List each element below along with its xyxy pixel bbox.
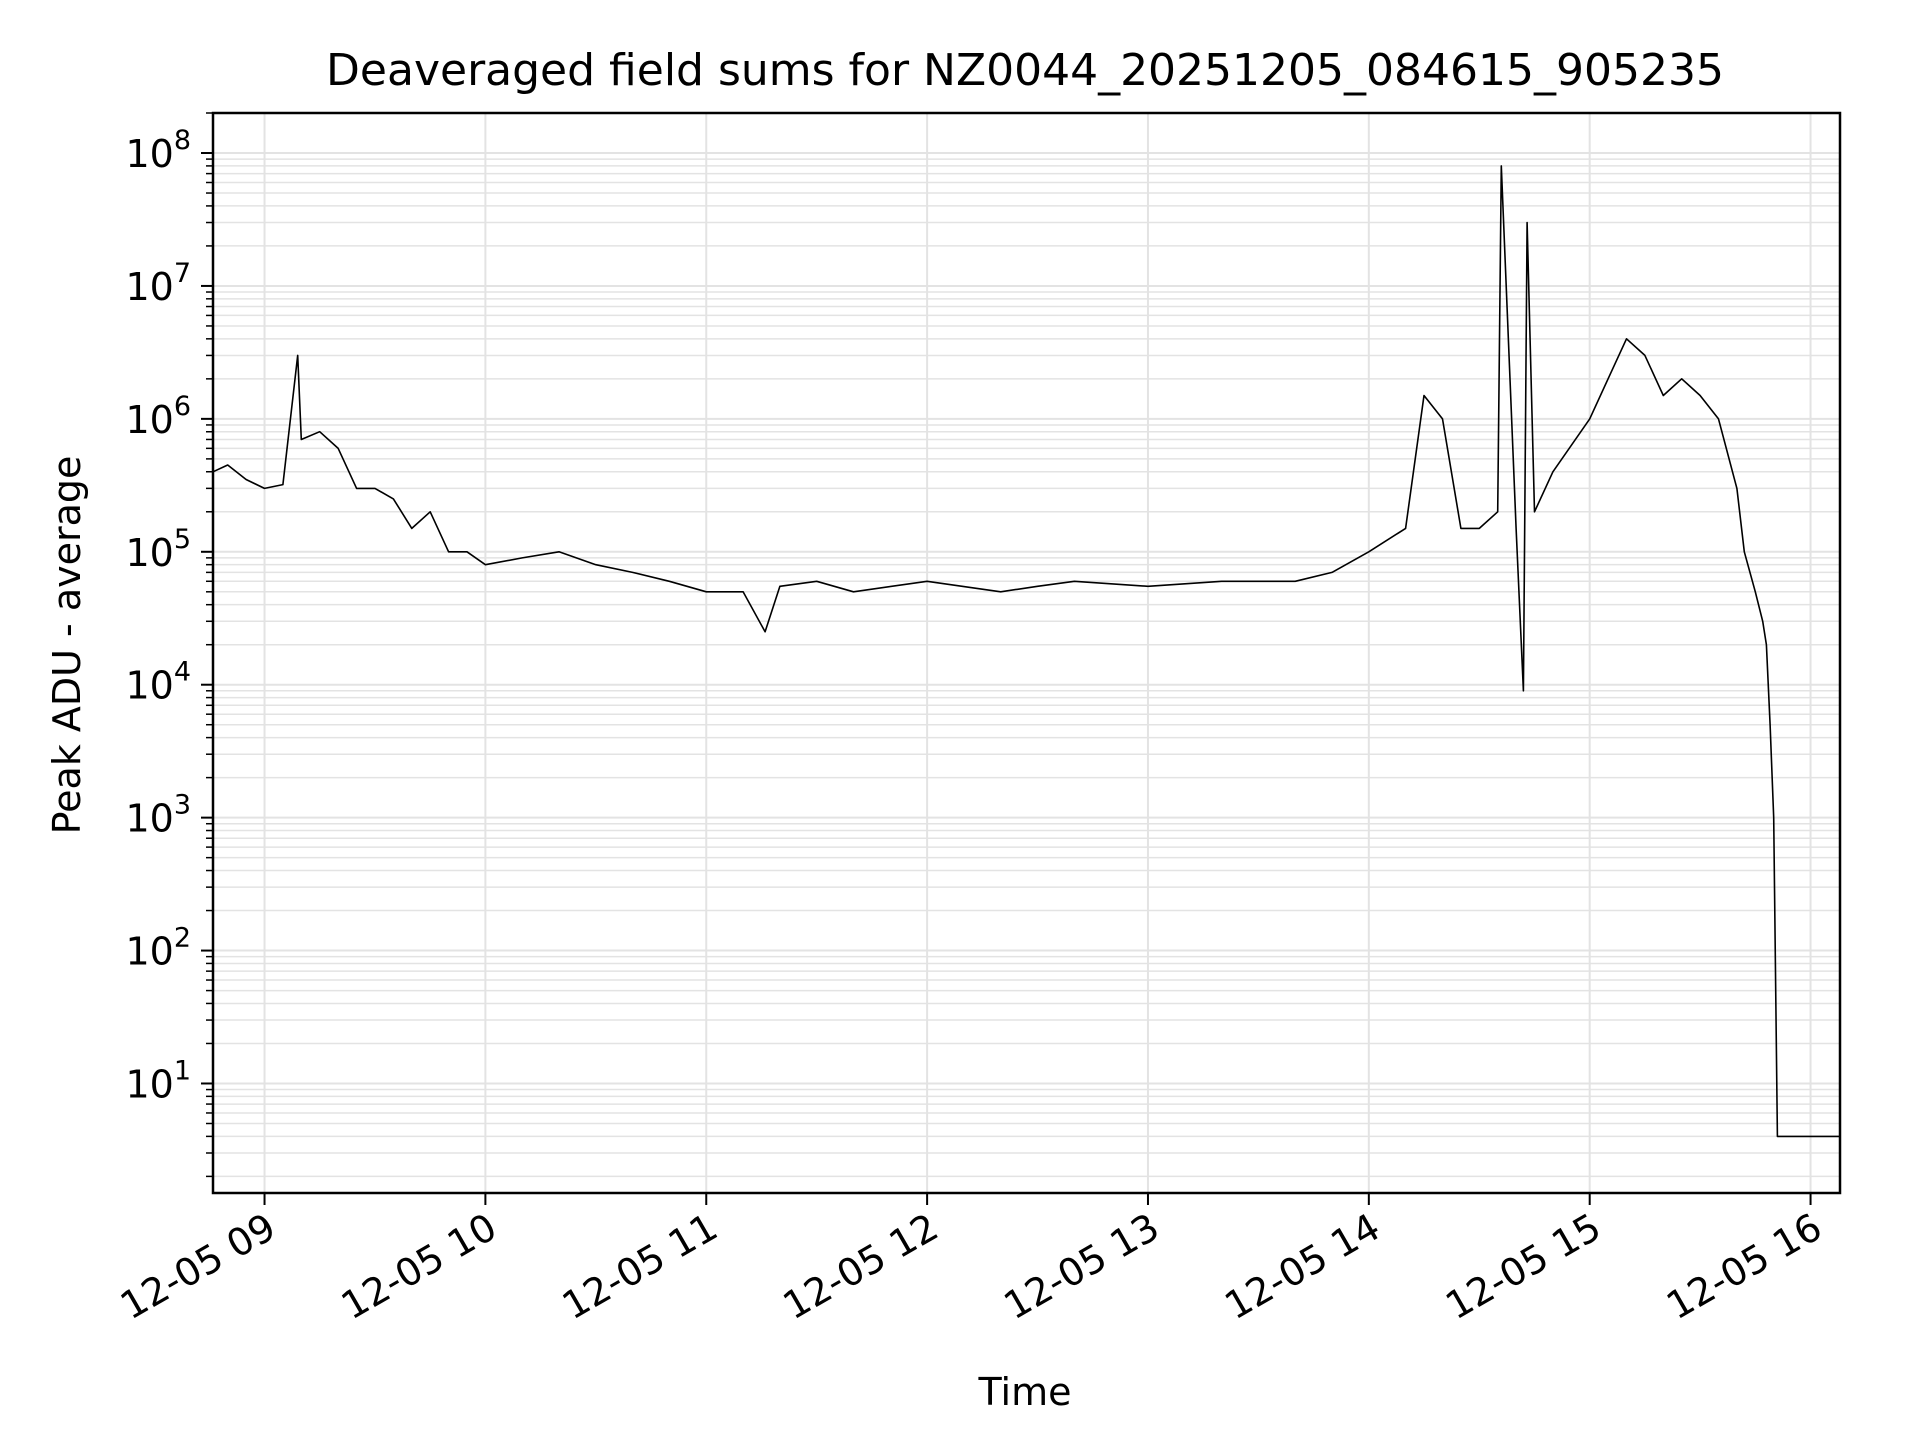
y-tick-label: 102 — [125, 923, 191, 974]
y-tick-label: 104 — [125, 657, 191, 708]
chart-title: Deaveraged field sums for NZ0044_2025120… — [326, 45, 1724, 96]
x-tick-label: 12-05 14 — [1217, 1205, 1387, 1329]
x-tick-label: 12-05 10 — [334, 1205, 504, 1329]
x-tick-label: 12-05 11 — [555, 1205, 725, 1329]
x-tick-label: 12-05 09 — [113, 1205, 283, 1329]
y-tick-label: 106 — [125, 391, 191, 442]
x-tick-label: 12-05 15 — [1438, 1205, 1608, 1329]
x-tick-label: 12-05 16 — [1659, 1205, 1829, 1329]
y-axis-label: Peak ADU - average — [45, 456, 89, 835]
plot-frame — [211, 111, 1842, 1195]
plot-area: 101 102 103 104 105 106 107 108 12-05 09 12-05 10… — [113, 111, 1842, 1329]
y-tick-label: 107 — [125, 258, 191, 309]
y-tick-label: 108 — [125, 125, 191, 176]
x-axis-label: Time — [978, 1370, 1072, 1414]
y-tick-label: 103 — [125, 790, 191, 841]
series-line — [212, 165, 1840, 1138]
x-tick-label: 12-05 12 — [776, 1205, 946, 1329]
y-tick-label: 101 — [125, 1055, 191, 1106]
y-tick-label: 105 — [125, 524, 191, 575]
x-tick-label: 12-05 13 — [997, 1205, 1167, 1329]
